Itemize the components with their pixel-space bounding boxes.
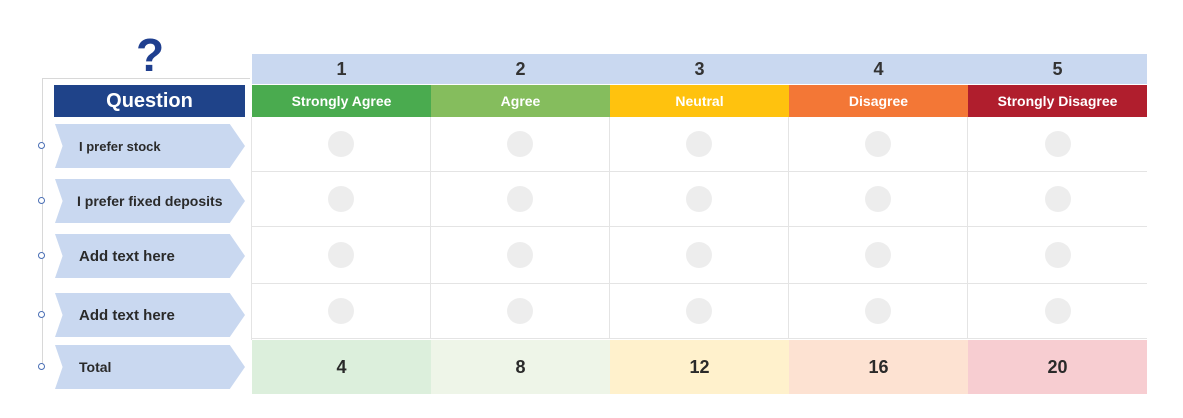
rating-radio[interactable] xyxy=(865,242,891,268)
grid-left-border xyxy=(251,117,252,340)
total-value-3: 12 xyxy=(610,340,789,394)
question-mark-icon: ? xyxy=(135,29,165,81)
question-row-label: Add text here xyxy=(55,234,245,278)
rating-radio[interactable] xyxy=(686,186,712,212)
rating-radio[interactable] xyxy=(328,186,354,212)
question-row-label: Add text here xyxy=(55,293,245,337)
rating-cell xyxy=(252,172,431,227)
rating-cell xyxy=(252,284,431,339)
rating-cell xyxy=(968,117,1147,172)
rating-cell xyxy=(968,227,1147,284)
rating-radio[interactable] xyxy=(1044,298,1071,324)
rating-cell xyxy=(789,117,968,172)
rating-cell xyxy=(610,284,789,339)
row-bullet-icon xyxy=(38,363,45,370)
rating-cell xyxy=(431,284,610,339)
rating-radio[interactable] xyxy=(1044,131,1071,157)
rating-radio[interactable] xyxy=(865,298,891,324)
row-bullet-icon xyxy=(38,252,45,259)
rating-cell xyxy=(610,172,789,227)
row-bullet-icon xyxy=(38,197,45,204)
scale-label-strongly-agree: Strongly Agree xyxy=(252,85,431,117)
total-value-1: 4 xyxy=(252,340,431,394)
rating-radio[interactable] xyxy=(686,298,712,324)
rating-radio[interactable] xyxy=(507,186,533,212)
frame-top-line xyxy=(43,78,250,79)
rating-cell xyxy=(968,172,1147,227)
rating-cell xyxy=(789,172,968,227)
scale-number-3: 3 xyxy=(610,54,789,84)
row-connector-line xyxy=(42,78,43,368)
row-bullet-icon xyxy=(38,142,45,149)
rating-cell xyxy=(610,227,789,284)
rating-radio[interactable] xyxy=(865,131,891,157)
rating-radio[interactable] xyxy=(1044,186,1071,212)
rating-cell xyxy=(610,117,789,172)
total-value-4: 16 xyxy=(789,340,968,394)
question-header: Question xyxy=(54,85,245,117)
rating-radio[interactable] xyxy=(328,298,354,324)
scale-label-disagree: Disagree xyxy=(789,85,968,117)
question-row-label: I prefer fixed deposits xyxy=(55,179,245,223)
scale-label-strongly-disagree: Strongly Disagree xyxy=(968,85,1147,117)
rating-cell xyxy=(252,227,431,284)
total-row-label: Total xyxy=(55,345,245,389)
scale-number-5: 5 xyxy=(968,54,1147,84)
total-value-2: 8 xyxy=(431,340,610,394)
rating-radio[interactable] xyxy=(865,186,891,212)
scale-number-1: 1 xyxy=(252,54,431,84)
rating-radio[interactable] xyxy=(507,131,533,157)
scale-label-neutral: Neutral xyxy=(610,85,789,117)
rating-cell xyxy=(431,227,610,284)
scale-number-2: 2 xyxy=(431,54,610,84)
rating-radio[interactable] xyxy=(686,242,712,268)
total-value-5: 20 xyxy=(968,340,1147,394)
scale-label-agree: Agree xyxy=(431,85,610,117)
rating-radio[interactable] xyxy=(1044,242,1071,268)
scale-number-4: 4 xyxy=(789,54,968,84)
rating-radio[interactable] xyxy=(328,131,354,157)
rating-cell xyxy=(789,284,968,339)
rating-radio[interactable] xyxy=(686,131,712,157)
question-row-label: I prefer stock xyxy=(55,124,245,168)
row-bullet-icon xyxy=(38,311,45,318)
rating-cell xyxy=(431,117,610,172)
rating-radio[interactable] xyxy=(507,298,533,324)
rating-cell xyxy=(252,117,431,172)
rating-radio[interactable] xyxy=(328,242,354,268)
rating-cell xyxy=(431,172,610,227)
rating-cell xyxy=(968,284,1147,339)
rating-cell xyxy=(789,227,968,284)
rating-radio[interactable] xyxy=(507,242,533,268)
